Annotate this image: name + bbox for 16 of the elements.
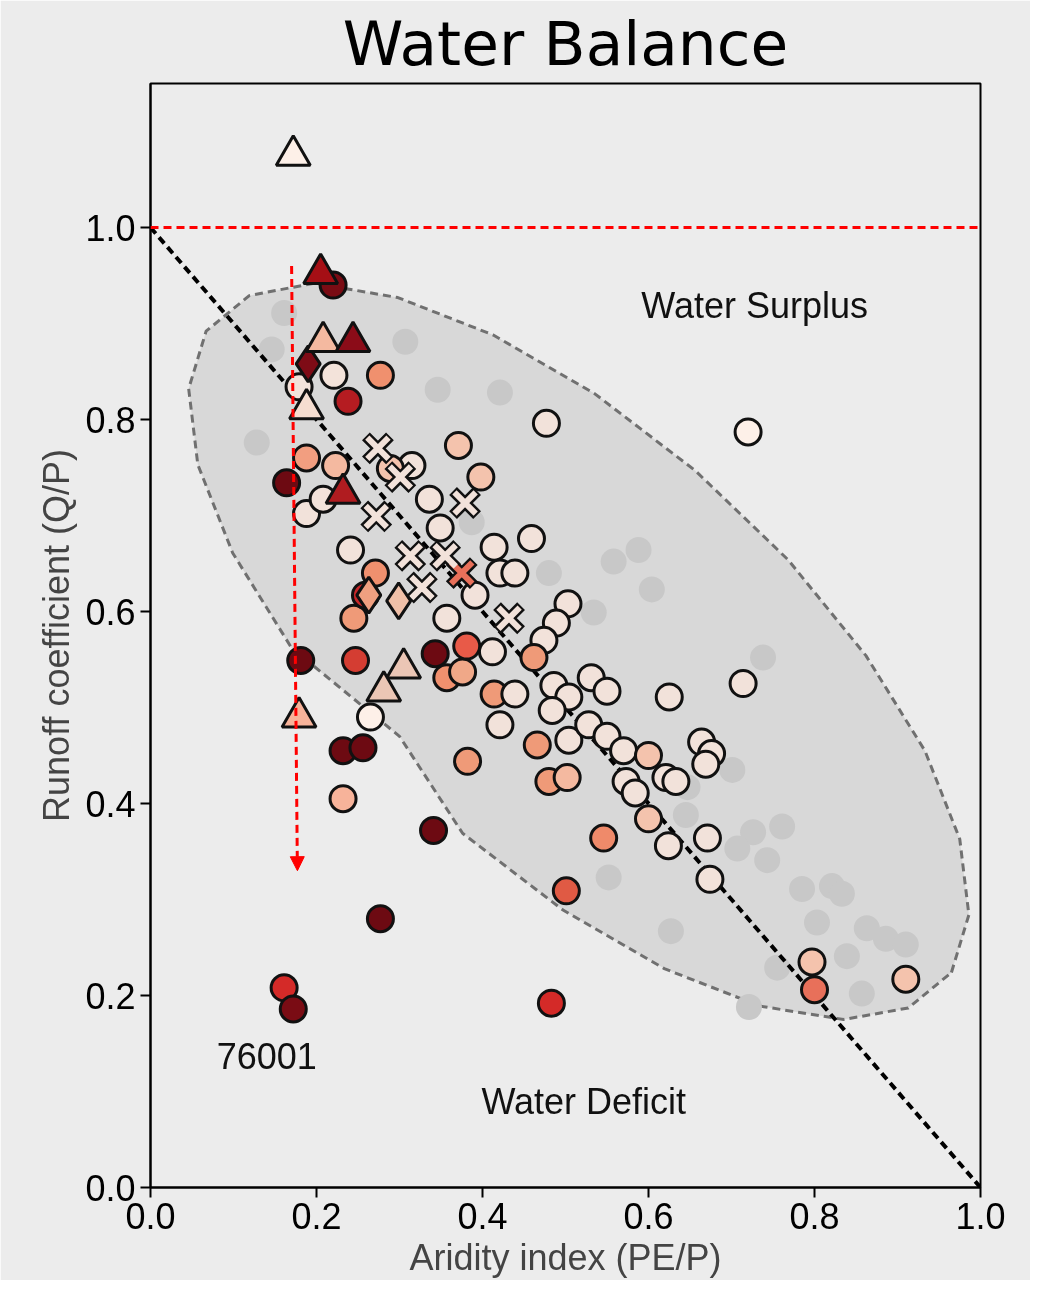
x-tick-label: 0.8 [789, 1195, 840, 1237]
y-tick-label: 0.2 [85, 975, 136, 1017]
annotation: Water Surplus [641, 284, 869, 326]
x-tick-label: 1.0 [955, 1195, 1006, 1237]
y-tick-label: 1.0 [85, 207, 136, 249]
x-tick-label: 0.4 [457, 1195, 508, 1237]
y-tick-label: 0.6 [85, 591, 136, 633]
x-tick-label: 0.6 [623, 1195, 674, 1237]
x-axis-title: Aridity index (PE/P) [409, 1236, 722, 1278]
x-tick-label: 0.2 [291, 1195, 342, 1237]
chart-title: Water Balance [342, 7, 789, 79]
annotation: Water Deficit [481, 1080, 687, 1122]
annotation: 76001 [216, 1035, 317, 1077]
y-tick-label: 0.8 [85, 399, 136, 441]
y-tick-label: 0.4 [85, 783, 136, 825]
y-axis-title: Runoff coefficient (Q/P) [36, 449, 78, 822]
